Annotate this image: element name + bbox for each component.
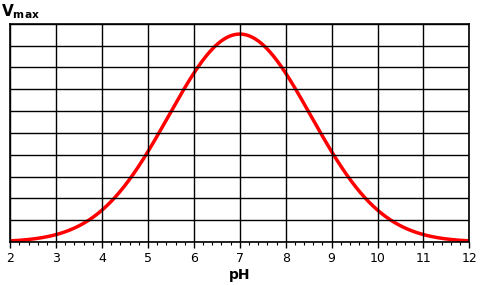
Text: $\mathbf{V}_{\mathbf{max}}$: $\mathbf{V}_{\mathbf{max}}$ — [1, 3, 40, 21]
X-axis label: pH: pH — [229, 268, 251, 282]
